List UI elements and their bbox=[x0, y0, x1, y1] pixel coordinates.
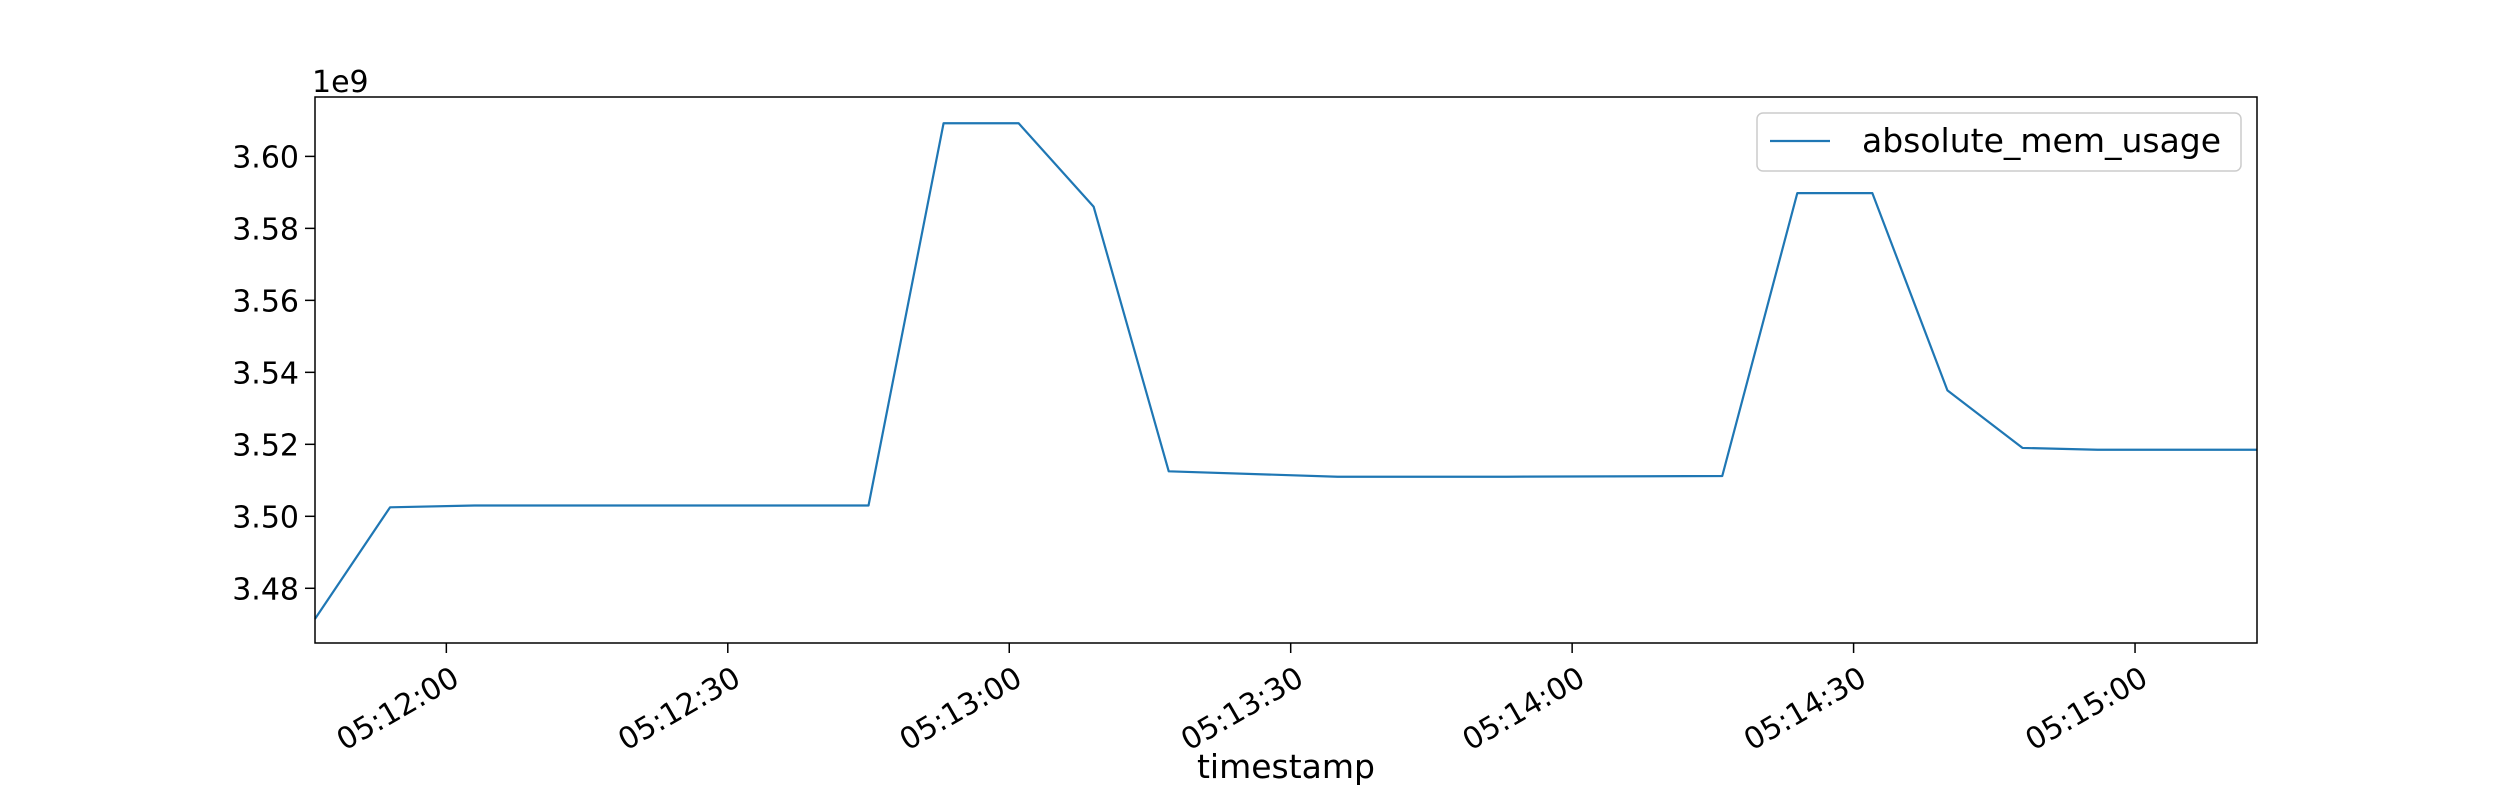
legend-box bbox=[1756, 112, 2242, 172]
legend-entry-absolute-mem-usage: absolute_mem_usage bbox=[1862, 121, 2221, 160]
y-tick-label: 3.50 bbox=[232, 500, 299, 535]
x-tick-label: 05:12:30 bbox=[612, 660, 746, 758]
y-tick-label: 3.48 bbox=[232, 572, 299, 607]
series-line-absolute-mem-usage bbox=[314, 122, 2257, 620]
x-axis-title: timestamp bbox=[1197, 747, 1375, 786]
x-tick-label: 05:14:00 bbox=[1457, 660, 1591, 758]
x-tick-label: 05:14:30 bbox=[1738, 660, 1872, 758]
y-tick-label: 3.52 bbox=[232, 428, 299, 463]
x-axis-ticks: 05:12:00 05:12:30 05:13:00 05:13:30 05:14:00… bbox=[331, 643, 2154, 758]
plot-area-frame bbox=[314, 96, 2258, 644]
x-tick-label: 05:13:30 bbox=[1175, 660, 1309, 758]
y-tick-label: 3.60 bbox=[232, 140, 299, 175]
x-tick-label: 05:15:00 bbox=[2020, 660, 2154, 758]
legend: absolute_mem_usage bbox=[1756, 112, 2242, 172]
x-tick-label: 05:12:00 bbox=[331, 660, 465, 758]
y-tick-label: 3.58 bbox=[232, 212, 299, 247]
y-offset-label: 1e9 bbox=[312, 65, 369, 100]
y-tick-label: 3.54 bbox=[232, 356, 299, 391]
x-tick-label: 05:13:00 bbox=[894, 660, 1028, 758]
y-axis-ticks: 3.48 3.50 3.52 3.54 3.56 3.58 3.60 bbox=[232, 140, 315, 607]
y-tick-label: 3.56 bbox=[232, 284, 299, 319]
